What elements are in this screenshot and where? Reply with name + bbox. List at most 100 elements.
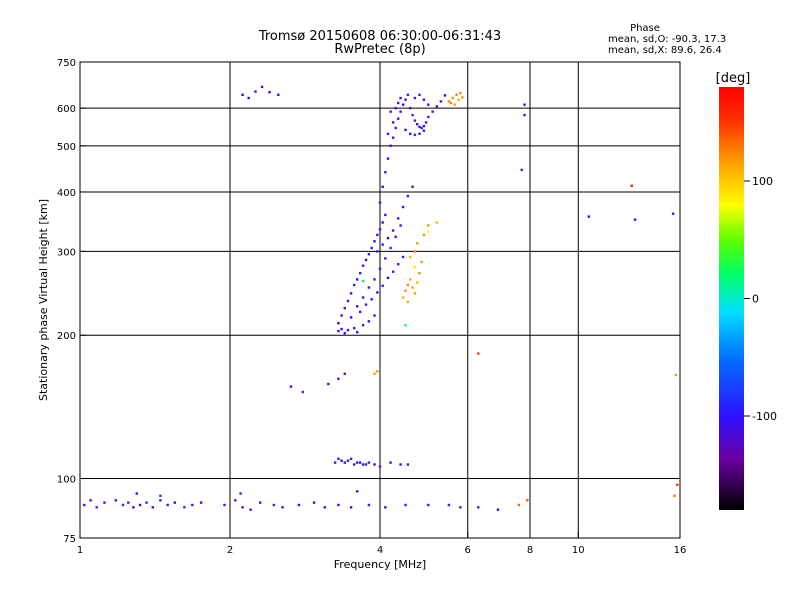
data-point: [401, 205, 405, 209]
data-point: [384, 506, 387, 509]
data-point: [386, 276, 390, 279]
data-point: [409, 255, 412, 259]
data-point: [378, 228, 382, 231]
data-point: [349, 316, 353, 319]
data-point: [353, 283, 356, 287]
colorbar-label: [deg]: [716, 71, 751, 86]
data-point: [461, 96, 464, 99]
data-point: [381, 185, 384, 188]
data-point: [247, 96, 250, 100]
y-axis-label: Stationary phase Virtual Height [km]: [37, 199, 50, 401]
data-point: [420, 126, 423, 130]
data-point: [343, 332, 346, 335]
data-point: [367, 286, 371, 289]
data-point: [427, 224, 430, 227]
colorbar: [719, 87, 744, 510]
data-point: [356, 278, 359, 281]
data-point: [422, 98, 426, 101]
data-point: [453, 103, 456, 106]
data-point: [673, 494, 676, 497]
y-tick-label: 300: [57, 247, 76, 258]
data-points: [83, 85, 679, 511]
data-point: [145, 501, 148, 504]
data-point: [630, 184, 633, 187]
data-point: [281, 506, 284, 509]
data-point: [378, 201, 382, 204]
x-tick-label: 10: [572, 545, 585, 556]
data-point: [138, 503, 142, 507]
data-point: [418, 132, 421, 135]
data-point: [447, 100, 451, 103]
data-point: [268, 91, 271, 94]
data-point: [459, 506, 462, 509]
data-point: [367, 320, 371, 323]
data-point: [418, 93, 421, 96]
data-point: [359, 310, 362, 313]
data-point: [349, 506, 353, 509]
data-point: [135, 492, 138, 495]
data-point: [409, 278, 412, 281]
data-point: [127, 501, 130, 504]
data-point: [370, 246, 373, 250]
data-point: [364, 258, 368, 262]
data-point: [277, 93, 280, 96]
data-point: [406, 283, 410, 287]
data-point: [346, 459, 350, 462]
data-point: [356, 490, 359, 493]
data-point: [391, 229, 395, 232]
data-point: [381, 243, 384, 246]
data-point: [340, 327, 343, 331]
data-point: [526, 499, 529, 502]
data-point: [95, 506, 98, 509]
data-point: [384, 213, 387, 217]
data-point: [523, 113, 526, 117]
data-point: [443, 94, 447, 97]
chart-title: Tromsø 20150608 06:30:00-06:31:43: [258, 29, 501, 44]
data-point: [386, 236, 390, 240]
data-point: [349, 457, 353, 460]
data-point: [159, 494, 162, 497]
data-point: [523, 103, 526, 106]
data-point: [370, 298, 373, 301]
data-point: [323, 506, 326, 509]
data-point: [517, 503, 521, 507]
data-point: [241, 506, 244, 509]
data-point: [404, 98, 407, 101]
data-point: [384, 257, 387, 260]
data-point: [416, 242, 419, 245]
data-point: [353, 463, 356, 466]
data-point: [367, 503, 371, 507]
data-point: [254, 90, 257, 93]
data-point: [406, 194, 410, 198]
data-point: [520, 168, 523, 172]
data-point: [397, 101, 400, 105]
chart-subtitle: RwPretec (8p): [334, 42, 425, 57]
data-point: [399, 110, 402, 113]
data-point: [384, 171, 387, 174]
data-point: [359, 272, 362, 275]
y-tick-label: 75: [63, 534, 76, 545]
data-point: [422, 233, 426, 237]
data-point: [411, 185, 414, 188]
data-point: [633, 218, 637, 221]
data-point: [376, 370, 379, 373]
data-point: [353, 326, 356, 330]
data-point: [89, 499, 92, 502]
data-point: [361, 264, 365, 267]
data-point: [260, 85, 264, 89]
y-tick-label: 600: [57, 104, 76, 115]
data-point: [386, 157, 390, 160]
x-axis-label: Frequency [MHz]: [334, 558, 426, 571]
data-point: [401, 103, 405, 106]
data-point: [671, 212, 675, 215]
data-point: [449, 101, 453, 105]
data-point: [132, 506, 135, 509]
x-tick-label: 8: [527, 545, 533, 556]
y-tick-labels: 75 100 200 300 400 500 600 750: [57, 58, 76, 545]
data-point: [343, 307, 346, 310]
x-tick-label: 1: [77, 545, 83, 556]
data-point: [359, 461, 362, 464]
data-point: [376, 291, 379, 294]
data-point: [373, 278, 376, 281]
